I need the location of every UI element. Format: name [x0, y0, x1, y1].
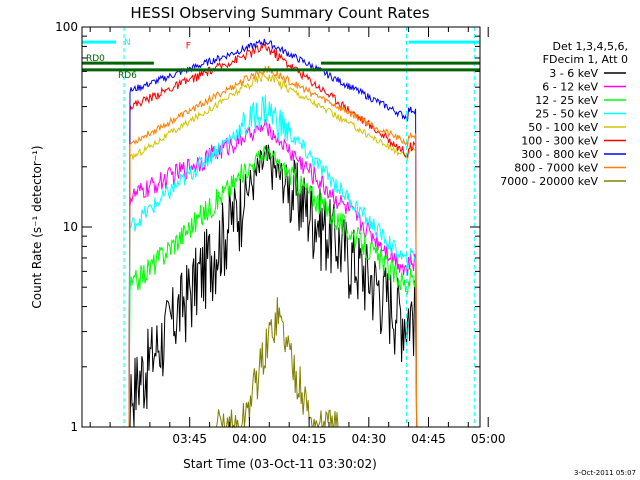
series-trace: [114, 118, 418, 428]
legend-header: Det 1,3,4,5,6,: [552, 40, 628, 53]
plot-series-group: [114, 38, 418, 429]
series-trace: [114, 144, 418, 428]
y-tick-label: 100: [55, 20, 78, 34]
chart-title: HESSI Observing Summary Count Rates: [130, 4, 429, 22]
legend-label: 7000 - 20000 keV: [500, 175, 598, 188]
legend: Det 1,3,4,5,6,FDecim 1, Att 03 - 6 keV6 …: [500, 40, 628, 188]
legend-label: 50 - 100 keV: [528, 121, 598, 134]
night-label: N: [124, 38, 131, 48]
x-tick-label: 04:00: [232, 432, 267, 446]
x-tick-label: 04:30: [352, 432, 387, 446]
generation-timestamp: 3-Oct-2011 05:07: [574, 469, 636, 477]
rd0-label: RD0: [86, 54, 105, 64]
series-trace: [114, 38, 418, 428]
x-axis: 03:45 04:00 04:15 04:30 04:45 05:00: [89, 27, 506, 446]
y-tick-label: 1: [70, 420, 78, 434]
legend-label: 25 - 50 keV: [535, 108, 598, 121]
x-axis-label: Start Time (03-Oct-11 03:30:02): [183, 457, 377, 471]
legend-label: 800 - 7000 keV: [514, 162, 598, 175]
rd6-label: RD6: [118, 71, 137, 81]
legend-label: 100 - 300 keV: [521, 135, 598, 148]
legend-header: FDecim 1, Att 0: [543, 53, 628, 66]
series-trace: [114, 94, 418, 428]
x-tick-label: 03:45: [172, 432, 207, 446]
y-axis: 1 10 100: [55, 20, 480, 434]
legend-label: 3 - 6 keV: [549, 67, 598, 80]
legend-label: 6 - 12 keV: [542, 81, 598, 94]
series-trace: [114, 146, 418, 428]
legend-label: 12 - 25 keV: [535, 94, 598, 107]
y-axis-label: Count Rate (s⁻¹ detector⁻¹): [30, 145, 44, 308]
x-tick-label: 05:00: [471, 432, 506, 446]
series-trace: [114, 70, 418, 428]
series-trace: [114, 65, 418, 428]
y-tick-label: 10: [63, 220, 78, 234]
x-tick-label: 04:45: [411, 432, 446, 446]
plot-overlays-group: N RD0 RD6 F: [82, 27, 480, 427]
flare-label: F: [186, 42, 191, 52]
x-tick-label: 04:15: [292, 432, 327, 446]
legend-label: 300 - 800 keV: [521, 148, 598, 161]
